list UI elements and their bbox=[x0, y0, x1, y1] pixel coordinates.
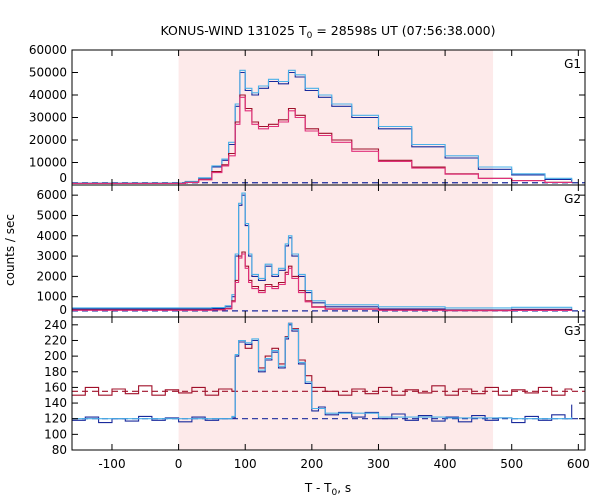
series-line-light_blue bbox=[72, 69, 573, 184]
y-tick-label: 1000 bbox=[36, 290, 67, 304]
y-tick-label: 20000 bbox=[29, 133, 67, 147]
y-axis-label: counts / sec bbox=[3, 214, 17, 286]
title-subscript: 0 bbox=[307, 31, 313, 41]
y-tick-label: 6000 bbox=[36, 188, 67, 202]
y-tick-label: 200 bbox=[44, 349, 67, 363]
x-tick-label: 0 bbox=[175, 457, 183, 471]
series-line-pink bbox=[72, 96, 573, 185]
y-tick-label: 240 bbox=[44, 318, 67, 332]
y-tick-label: 60000 bbox=[29, 43, 67, 57]
panel-label: G3 bbox=[564, 324, 581, 338]
y-tick-label: 40000 bbox=[29, 88, 67, 102]
y-tick-label: 220 bbox=[44, 333, 67, 347]
y-tick-label: 50000 bbox=[29, 66, 67, 80]
y-tick-label: 5000 bbox=[36, 208, 67, 222]
y-tick-label: 160 bbox=[44, 380, 67, 394]
y-tick-label: 4000 bbox=[36, 229, 67, 243]
x-tick-label: 100 bbox=[234, 457, 257, 471]
x-tick-label: -100 bbox=[98, 457, 125, 471]
x-tick-label: 200 bbox=[300, 457, 323, 471]
series-line-light_blue bbox=[72, 322, 573, 420]
y-tick-label: 10000 bbox=[29, 156, 67, 170]
y-tick-label: 2000 bbox=[36, 269, 67, 283]
shaded-interval bbox=[178, 50, 494, 185]
y-tick-label: 80 bbox=[52, 443, 67, 457]
panel-label: G1 bbox=[564, 57, 581, 71]
shaded-interval bbox=[178, 185, 494, 317]
y-tick-label: 0 bbox=[59, 171, 67, 185]
y-tick-label: 140 bbox=[44, 396, 67, 410]
panel-frame bbox=[71, 316, 586, 451]
x-tick-label: 400 bbox=[434, 457, 457, 471]
x-axis-label: T - T0, s bbox=[304, 481, 351, 498]
x-tick-label: 600 bbox=[567, 457, 590, 471]
panels-group: 0100002000030000400005000060000G10100020… bbox=[29, 43, 590, 471]
series-line-light_blue bbox=[72, 192, 573, 309]
y-tick-label: 120 bbox=[44, 412, 67, 426]
series-line-pink bbox=[72, 253, 573, 312]
panel-label: G2 bbox=[564, 192, 581, 206]
y-tick-label: 100 bbox=[44, 427, 67, 441]
y-tick-label: 3000 bbox=[36, 249, 67, 263]
x-tick-label: 500 bbox=[500, 457, 523, 471]
chart-title: KONUS-WIND 131025 T0 = 28598s UT (07:56:… bbox=[160, 23, 495, 41]
shaded-interval bbox=[178, 317, 494, 450]
y-tick-label: 30000 bbox=[29, 111, 67, 125]
y-tick-label: 180 bbox=[44, 365, 67, 379]
title-rest: = 28598s UT (07:56:38.000) bbox=[312, 23, 495, 38]
y-tick-label: 0 bbox=[59, 303, 67, 317]
x-tick-label: 300 bbox=[367, 457, 390, 471]
